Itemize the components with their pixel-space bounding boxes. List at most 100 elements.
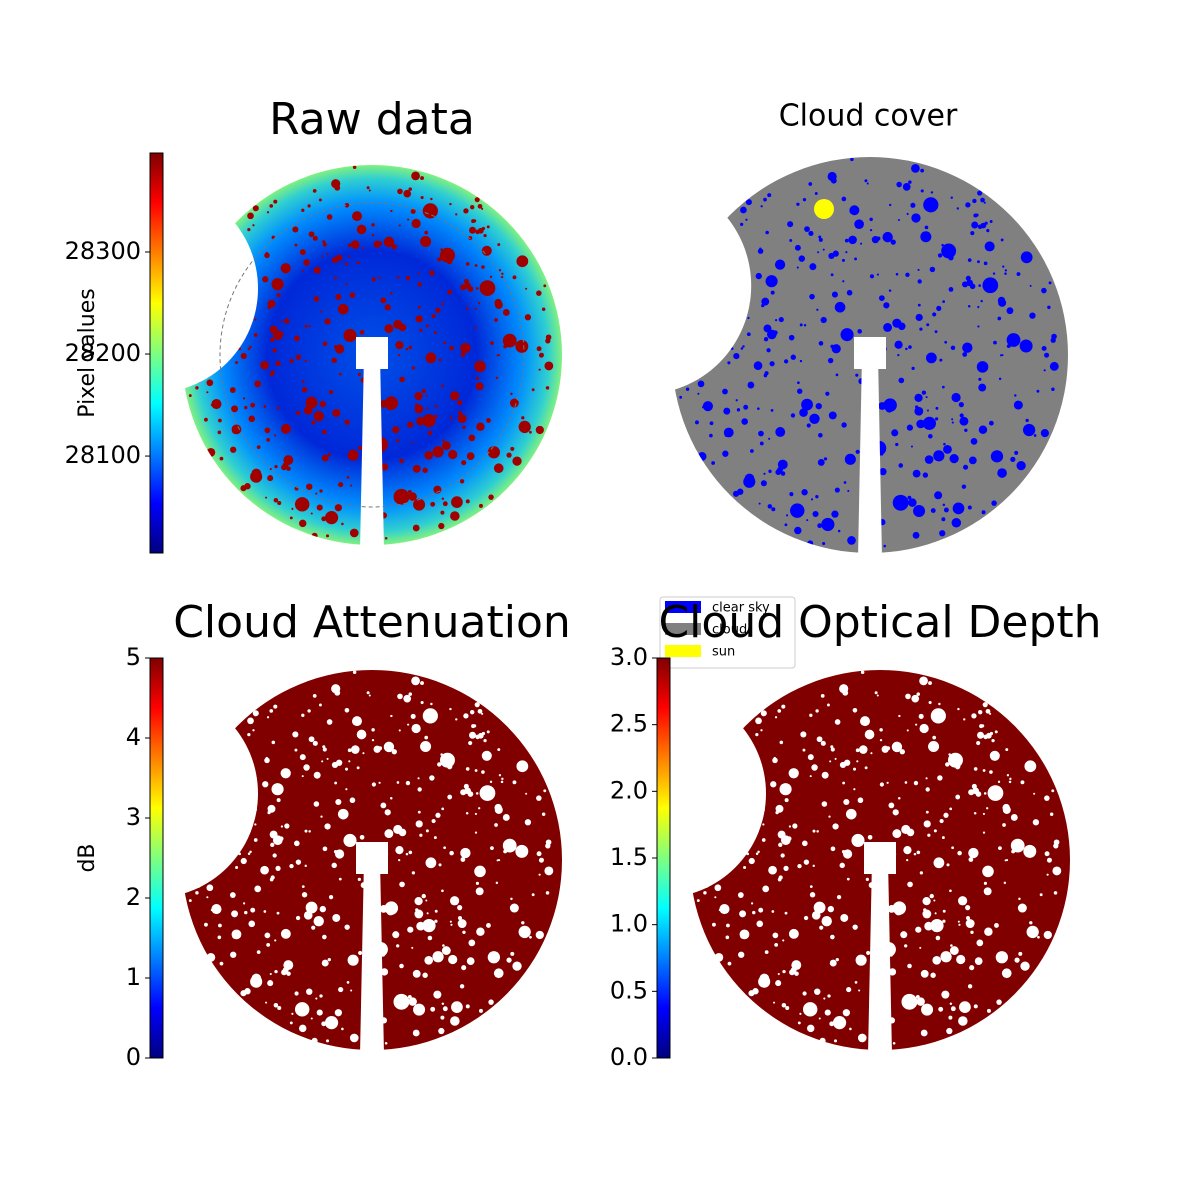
sky-spot [957, 707, 960, 711]
sky-spot [308, 736, 315, 743]
sky-spot [510, 897, 513, 901]
sky-spot [481, 226, 486, 231]
sky-spot [438, 358, 442, 362]
sky-spot [319, 400, 326, 408]
sky-spot [1017, 903, 1027, 913]
sky-spot [875, 1011, 889, 1025]
sky-spot [372, 941, 388, 957]
sky-spot [481, 770, 485, 774]
sky-spot [324, 1016, 339, 1030]
sky-spot [763, 324, 772, 333]
sky-spot [248, 325, 251, 328]
sky-spot [917, 279, 922, 284]
sky-spot [515, 339, 529, 353]
sky-spot [200, 875, 208, 883]
sky-spot [308, 830, 311, 833]
sky-spot [358, 445, 363, 450]
sky-spot [758, 502, 761, 505]
sky-spot [758, 776, 763, 780]
sky-spot [1003, 881, 1007, 885]
sky-spot [301, 885, 305, 888]
sky-spot [516, 255, 529, 268]
sky-spot [414, 391, 423, 401]
sky-spot [475, 887, 484, 896]
sky-spot [502, 838, 517, 853]
sky-spot [307, 709, 311, 713]
sky-spot [294, 748, 298, 752]
sky-spot [753, 361, 763, 370]
sky-spot [855, 449, 860, 454]
sky-spot [322, 242, 327, 247]
colorbar-tick-label: 0 [126, 1043, 141, 1071]
sky-spot [441, 946, 451, 955]
sky-spot [891, 741, 903, 753]
sky-spot [850, 157, 854, 162]
sky-spot [1006, 774, 1010, 777]
sky-spot [252, 205, 259, 212]
sky-spot [462, 425, 466, 429]
sky-spot [973, 213, 978, 218]
panel-title: Cloud Optical Depth [658, 597, 1101, 648]
sky-spot [704, 801, 709, 805]
sky-spot [712, 922, 716, 927]
sky-spot [544, 361, 554, 371]
sky-spot [973, 1004, 978, 1009]
sky-spot [430, 702, 433, 706]
sky-spot [846, 877, 850, 881]
sky-spot [727, 361, 731, 365]
sky-spot [244, 405, 248, 410]
sky-spot [304, 829, 308, 833]
sky-spot [471, 219, 476, 224]
sky-spot [441, 889, 444, 893]
sky-spot [797, 388, 803, 394]
sky-spot [312, 189, 317, 193]
sky-spot [457, 414, 467, 423]
sky-spot [864, 766, 868, 770]
sky-spot [382, 945, 385, 948]
sky-spot [425, 324, 429, 328]
sky-spot [874, 691, 878, 695]
sky-spot [771, 507, 776, 512]
sky-spot [746, 852, 750, 856]
sky-spot [967, 984, 973, 989]
sky-spot [781, 704, 786, 709]
sky-spot [858, 378, 865, 385]
sky-spot [868, 882, 875, 889]
sky-spot [989, 750, 1000, 761]
sky-spot [356, 729, 367, 740]
sky-spot [763, 197, 767, 202]
sky-spot [536, 851, 542, 857]
sky-spot [451, 1001, 463, 1014]
sky-spot [913, 852, 917, 856]
sky-spot [200, 370, 208, 378]
sky-spot [294, 840, 300, 847]
sky-spot [982, 865, 994, 878]
sky-spot [280, 825, 284, 828]
sky-spot [411, 171, 420, 181]
sky-spot [412, 464, 421, 473]
sky-spot [331, 179, 341, 189]
sky-spot [301, 208, 305, 212]
sky-spot [890, 954, 893, 957]
sky-spot [461, 965, 467, 971]
sky-spot [878, 295, 885, 302]
colorbar-tick-label: 3 [126, 803, 141, 831]
sky-spot [941, 517, 946, 522]
sky-spot [1049, 812, 1054, 816]
sky-spot [957, 850, 962, 856]
sky-spot [1053, 839, 1060, 846]
sky-spot [843, 481, 847, 484]
sky-spot [423, 973, 426, 977]
sky-spot [332, 914, 341, 922]
colorbar-tick-label: 4 [126, 723, 141, 751]
sky-spot [289, 516, 293, 520]
colorbar-tick-label: 2 [126, 883, 141, 911]
sky-spot [392, 426, 400, 434]
sky-spot [304, 324, 308, 328]
sky-spot [545, 891, 550, 895]
sky-spot [479, 280, 496, 296]
sky-spot [363, 351, 371, 358]
sky-spot [813, 901, 826, 914]
sky-spot [294, 1002, 310, 1017]
sky-spot [968, 857, 974, 862]
